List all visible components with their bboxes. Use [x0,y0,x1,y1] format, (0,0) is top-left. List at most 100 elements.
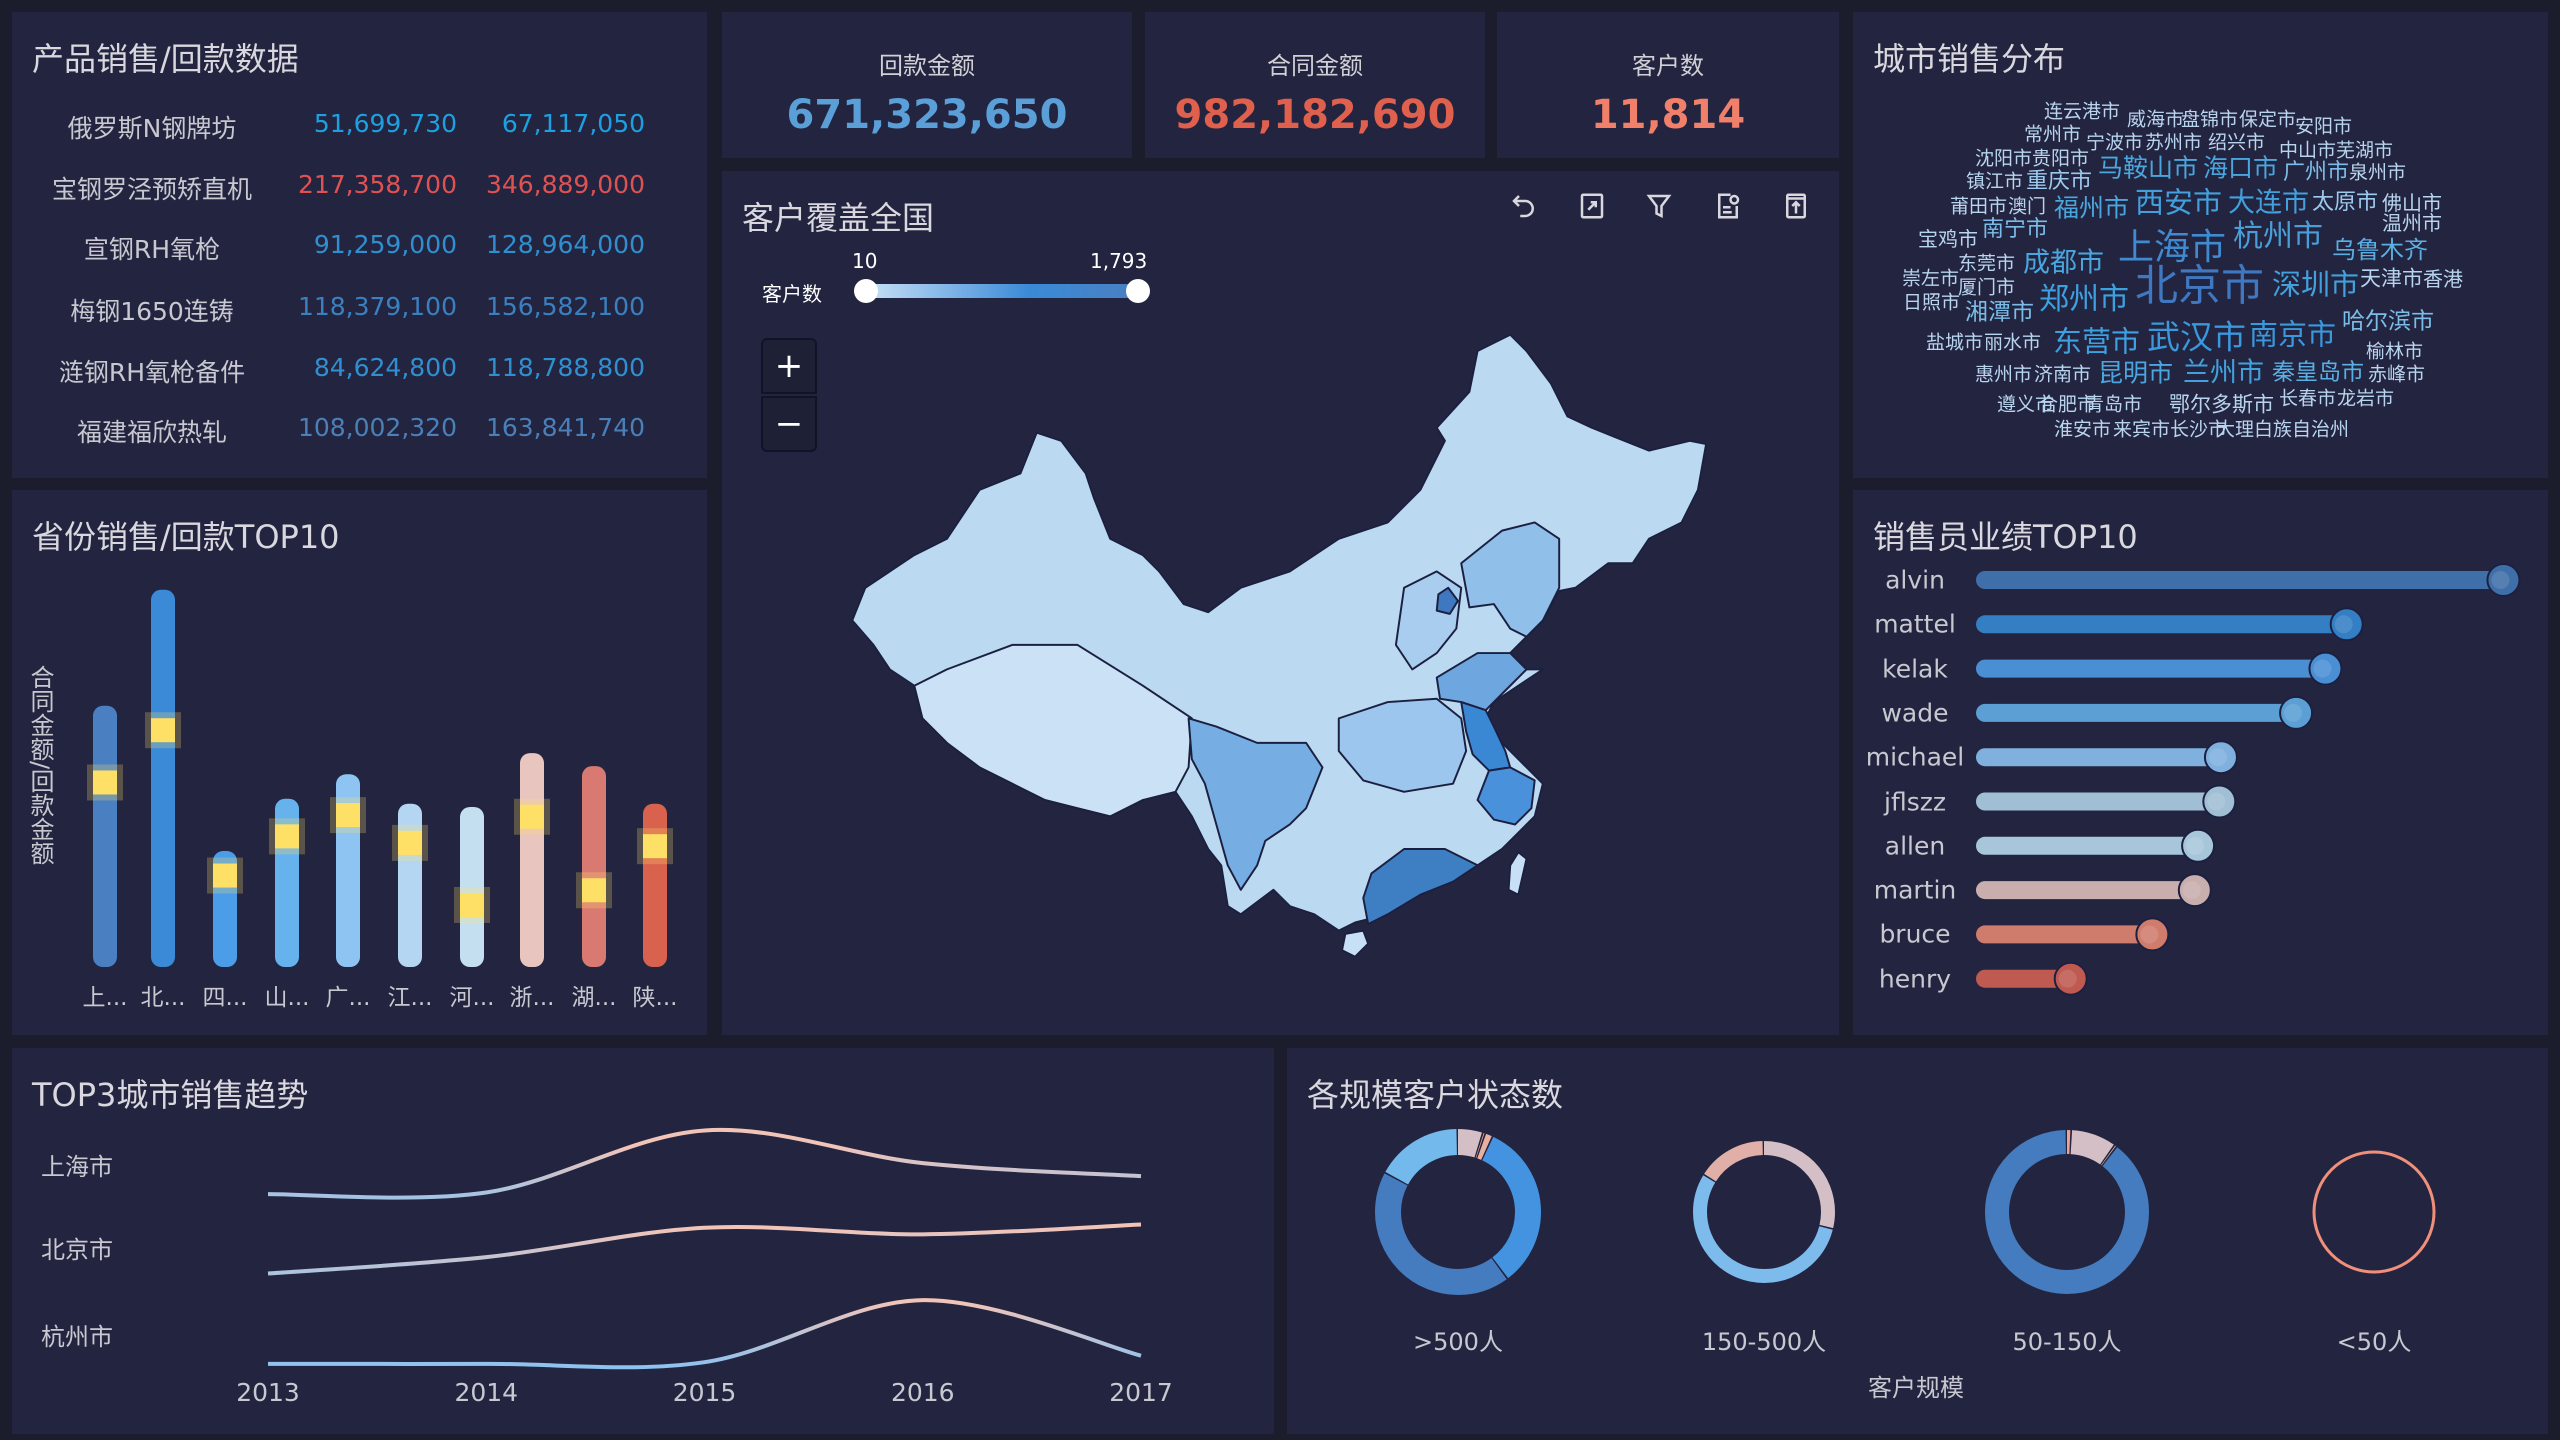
word-cloud-city[interactable]: 深圳市 [2272,267,2360,302]
trend-line[interactable] [267,1222,1142,1276]
province-bar[interactable] [582,766,606,967]
word-cloud-city[interactable]: 贵阳市 [2032,147,2090,170]
word-cloud-city[interactable]: 惠州市 [1975,363,2033,386]
word-cloud-city[interactable]: 莆田市 [1950,195,2008,218]
donut-slice[interactable] [1375,1129,1541,1295]
table-row[interactable]: 宣钢RH氧枪 91,259,000 128,964,000 [12,230,707,270]
filter-icon[interactable] [1637,184,1681,228]
word-cloud-city[interactable]: 重庆市 [2026,169,2093,194]
donut-slice[interactable] [1985,1130,2149,1294]
word-cloud-city[interactable]: 太原市 [2312,190,2379,215]
word-cloud-city[interactable]: 厦门市 [1958,276,2016,299]
word-cloud-city[interactable]: 镇江市 [1966,170,2024,193]
word-cloud-city[interactable]: 哈尔滨市 [2342,308,2434,335]
collected-marker[interactable] [275,824,299,849]
word-cloud-city[interactable]: 沈阳市 [1975,147,2033,170]
word-cloud-city[interactable]: 昆明市 [2098,358,2174,388]
word-cloud-city[interactable]: 成都市 [2023,247,2104,279]
salesperson-bar[interactable] [1976,969,2071,988]
slider-handle-max[interactable] [1126,279,1150,303]
word-cloud-city[interactable]: 秦皇岛市 [2272,359,2364,386]
trend-line[interactable] [267,1127,1142,1200]
word-cloud-city[interactable]: 龙岩市 [2337,387,2395,410]
zoom-out-button[interactable]: − [761,396,817,452]
salesperson-bar[interactable] [1976,925,2153,944]
word-cloud-city[interactable]: 崇左市 [1902,267,1960,290]
donut-slice[interactable] [1693,1141,1835,1283]
word-cloud-city[interactable]: 大连市 [2228,187,2309,219]
word-cloud-city[interactable]: 中山市 [2279,139,2337,162]
province-bar[interactable] [151,589,175,967]
word-cloud-city[interactable]: 安阳市 [2295,115,2353,138]
word-cloud-city[interactable]: 保定市 [2239,108,2297,131]
salesperson-bar[interactable] [1976,571,2504,589]
salesperson-bar[interactable] [1976,792,2220,811]
salesperson-bar[interactable] [1976,836,2199,855]
word-cloud-city[interactable]: 北京市 [2135,261,2264,312]
export-icon[interactable] [1774,184,1818,228]
word-cloud-city[interactable]: 盐城市 [1926,331,1984,354]
word-cloud-city[interactable]: 温州市 [2382,211,2442,235]
word-cloud-city[interactable]: 盘锦市 [2181,108,2239,131]
collected-marker[interactable] [93,770,117,795]
word-cloud-city[interactable]: 常州市 [2024,123,2082,146]
salesperson-bar[interactable] [1976,703,2297,722]
undo-icon[interactable] [1502,184,1546,228]
word-cloud-city[interactable]: 香港 [2423,267,2463,291]
donut-slice[interactable] [1375,1129,1541,1295]
collected-marker[interactable] [582,878,606,903]
collected-marker[interactable] [643,834,667,859]
word-cloud-city[interactable]: 马鞍山市 [2098,153,2199,183]
word-cloud-city[interactable]: 连云港市 [2044,100,2121,123]
word-cloud-city[interactable]: 绍兴市 [2208,131,2266,154]
donut-slice[interactable] [1375,1129,1541,1295]
word-cloud-city[interactable]: 澳门 [2008,195,2047,218]
salesperson-bar[interactable] [1976,748,2221,767]
collected-marker[interactable] [213,863,237,888]
word-cloud-city[interactable]: 合肥市 [2039,393,2097,416]
table-row[interactable]: 俄罗斯N钢牌坊 51,699,730 67,117,050 [12,109,707,149]
donut-slice[interactable] [2312,1150,2436,1274]
word-cloud-city[interactable]: 威海市 [2127,108,2185,131]
word-cloud-city[interactable]: 苏州市 [2145,131,2203,154]
word-cloud-city[interactable]: 湘潭市 [1965,299,2034,326]
donut-slice[interactable] [1693,1141,1835,1283]
word-cloud-city[interactable]: 长春市 [2279,387,2337,410]
word-cloud-city[interactable]: 济南市 [2034,363,2092,386]
word-cloud-city[interactable]: 兰州市 [2183,357,2264,389]
collected-marker[interactable] [398,830,422,855]
word-cloud-city[interactable]: 西安市 [2135,185,2223,220]
word-cloud-city[interactable]: 来宾市 [2113,418,2171,441]
word-cloud-city[interactable]: 青岛市 [2085,393,2143,416]
trend-line[interactable] [267,1298,1142,1370]
word-cloud-city[interactable]: 福州市 [2054,193,2130,223]
word-cloud-city[interactable]: 佛山市 [2382,191,2442,215]
word-cloud-city[interactable]: 东营市 [2053,324,2141,359]
word-cloud-city[interactable]: 郑州市 [2039,282,2129,317]
collected-marker[interactable] [151,718,175,743]
word-cloud-city[interactable]: 宝鸡市 [1918,227,1978,251]
word-cloud-city[interactable]: 南京市 [2249,317,2337,352]
expand-icon[interactable] [1570,184,1614,228]
word-cloud-city[interactable]: 武汉市 [2147,317,2246,357]
province-bar[interactable] [460,806,484,967]
word-cloud-city[interactable]: 海口市 [2203,153,2279,183]
table-row[interactable]: 福建福欣热轧 108,002,320 163,841,740 [12,413,707,453]
salesperson-bar[interactable] [1976,881,2195,900]
collected-marker[interactable] [460,892,484,917]
word-cloud-city[interactable]: 泉州市 [2349,161,2407,184]
slider-handle-min[interactable] [854,279,878,303]
word-cloud-city[interactable]: 宁波市 [2086,131,2144,154]
table-row[interactable]: 涟钢RH氧枪备件 84,624,800 118,788,800 [12,353,707,393]
word-cloud-city[interactable]: 大理白族自治州 [2216,418,2350,441]
word-cloud-city[interactable]: 鄂尔多斯市 [2169,392,2274,417]
word-cloud-city[interactable]: 淮安市 [2054,418,2112,441]
data-view-icon[interactable] [1706,184,1750,228]
word-cloud-city[interactable]: 日照市 [1903,291,1961,314]
donut-slice[interactable] [1985,1130,2149,1294]
word-cloud-city[interactable]: 赤峰市 [2368,363,2426,386]
word-cloud-city[interactable]: 榆林市 [2366,340,2424,363]
collected-marker[interactable] [520,804,544,829]
word-cloud-city[interactable]: 东莞市 [1958,252,2016,275]
salesperson-bar[interactable] [1976,615,2347,634]
